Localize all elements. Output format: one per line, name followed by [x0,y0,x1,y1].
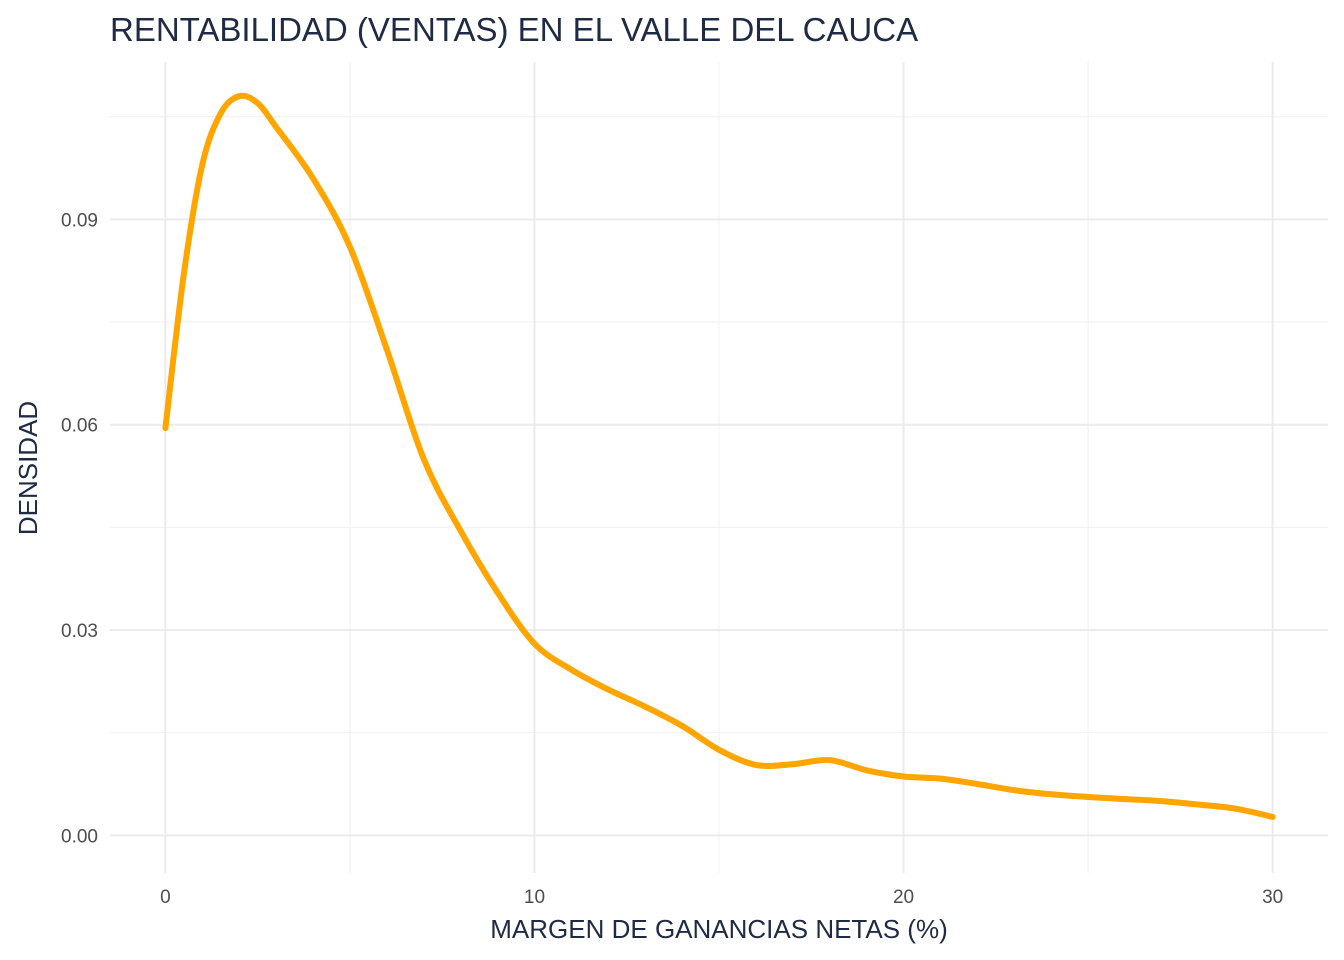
y-tick-label: 0.09 [61,210,98,231]
y-tick-label: 0.06 [61,416,98,437]
density-curve [162,92,1276,820]
y-tick-label: 0.03 [61,621,98,642]
y-tick-label: 0.00 [61,826,98,847]
y-axis-title: DENSIDAD [13,401,43,535]
x-tick-label: 20 [893,887,914,908]
x-tick-label: 10 [524,887,545,908]
x-tick-label: 30 [1262,887,1283,908]
chart-title: RENTABILIDAD (VENTAS) EN EL VALLE DEL CA… [110,11,918,48]
y-tick-labels: 0.00 0.03 0.06 0.09 [61,210,98,847]
grid [110,62,1328,873]
x-axis-title: MARGEN DE GANANCIAS NETAS (%) [490,914,947,944]
x-tick-labels: 0 10 20 30 [160,887,1283,908]
x-tick-label: 0 [160,887,171,908]
